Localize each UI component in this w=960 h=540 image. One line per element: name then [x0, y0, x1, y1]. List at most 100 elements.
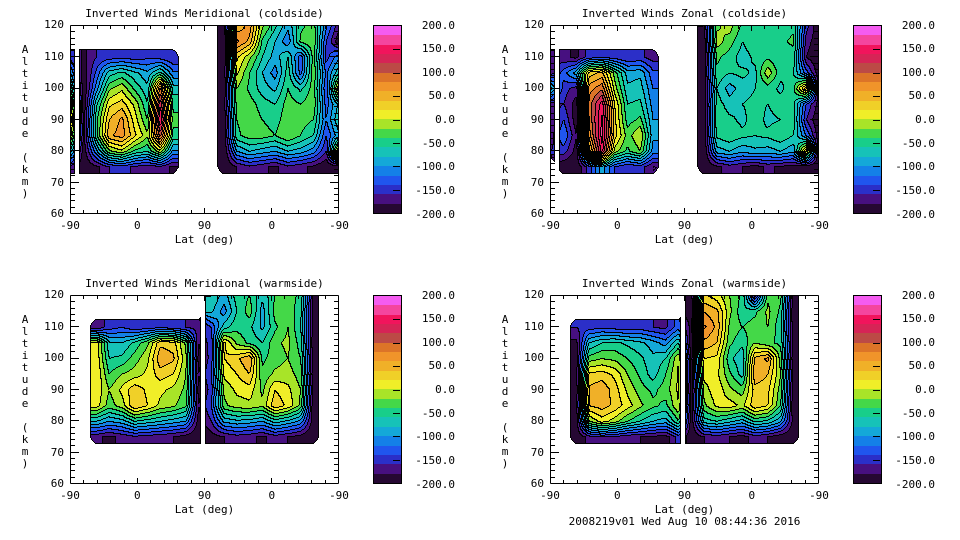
y-axis-label-char [18, 139, 32, 151]
colorbar-band [374, 63, 401, 73]
colorbar-band [854, 445, 881, 455]
colorbar-band [854, 314, 881, 325]
y-axis-label-char: e [21, 397, 29, 410]
colorbar-label: 150.0 [901, 42, 935, 56]
colorbar-band [374, 389, 401, 399]
y-axis-label-char: k [21, 163, 29, 176]
colorbar-band [374, 128, 401, 139]
y-tick-label: 100 [44, 81, 64, 94]
y-tick-label: 70 [50, 175, 64, 189]
colorbar-tick [393, 189, 400, 191]
y-tick-label: 110 [44, 319, 64, 333]
colorbar-label: 50.0 [428, 359, 456, 373]
y-axis-label-char: i [21, 349, 29, 362]
y-axis-label-char: i [21, 79, 29, 92]
y-axis-label-char: l [21, 325, 29, 338]
timestamp-footer: 2008219v01 Wed Aug 10 08:44:36 2016 [568, 515, 801, 528]
y-tick-label: 110 [524, 49, 544, 63]
y-axis-label-char: u [21, 103, 29, 116]
y-tick-label: 100 [44, 351, 64, 364]
x-tick-label: 0 [133, 219, 141, 232]
colorbar-band [374, 342, 401, 353]
colorbar-band [854, 324, 881, 334]
colorbar-label: -50.0 [901, 406, 935, 420]
colorbar-band [374, 398, 401, 409]
colorbar-band [854, 305, 881, 315]
y-tick-label: 120 [44, 18, 64, 31]
colorbar-band [854, 26, 881, 36]
panel-title-zonal-warmside: Inverted Winds Zonal (warmside) [581, 277, 788, 290]
colorbar-band [854, 184, 881, 195]
colorbar-tick [393, 459, 400, 461]
y-tick-label: 70 [530, 445, 544, 459]
y-tick-label: 120 [524, 18, 544, 31]
y-axis-label-char: e [21, 127, 29, 140]
colorbar-band [854, 370, 881, 381]
colorbar-label: 200.0 [901, 288, 935, 302]
y-tick-label: 70 [530, 175, 544, 189]
colorbar-meridional-warmside [373, 295, 402, 484]
y-tick-label: 120 [44, 288, 64, 301]
y-tick-label: 100 [524, 351, 544, 364]
colorbar-label: -150.0 [415, 453, 455, 467]
y-axis-label-char: m [21, 445, 29, 458]
colorbar-band [374, 26, 401, 36]
y-axis-label-char: ( [21, 421, 29, 434]
y-axis-label-char: m [501, 445, 509, 458]
colorbar-band [854, 473, 881, 483]
colorbar-label: -50.0 [901, 136, 935, 150]
contour-plot-meridional-coldside [70, 25, 339, 214]
colorbar-band [374, 100, 401, 111]
colorbar-band [374, 147, 401, 157]
colorbar-band [854, 464, 881, 474]
y-axis-label-char: t [501, 67, 509, 80]
colorbar-band [374, 296, 401, 306]
y-axis-label-char: u [501, 373, 509, 386]
colorbar-label: 150.0 [421, 42, 455, 56]
x-tick-label: 0 [748, 219, 756, 232]
y-tick-label: 100 [524, 81, 544, 94]
y-tick-label: 60 [530, 207, 544, 220]
colorbar-label: 150.0 [901, 312, 935, 326]
colorbar-label: 200.0 [421, 288, 455, 302]
panel-title-zonal-coldside: Inverted Winds Zonal (coldside) [581, 7, 788, 20]
colorbar-label: -100.0 [895, 430, 935, 444]
colorbar-band [374, 305, 401, 315]
colorbar-label: -100.0 [415, 430, 455, 444]
colorbar-band [374, 473, 401, 483]
colorbar-tick [393, 96, 400, 98]
x-axis-label-meridional-warmside: Lat (deg) [174, 503, 235, 516]
colorbar-band [854, 342, 881, 353]
y-axis-label-char: i [501, 79, 509, 92]
colorbar-band [854, 426, 881, 437]
colorbar-band [854, 72, 881, 83]
colorbar-label: 150.0 [421, 312, 455, 326]
colorbar-band [854, 352, 881, 362]
colorbar-band [374, 91, 401, 101]
colorbar-zonal-coldside [853, 25, 882, 214]
colorbar-band [854, 436, 881, 446]
colorbar-tick [393, 142, 400, 144]
y-axis-label-char [18, 409, 32, 421]
colorbar-label: -150.0 [895, 183, 935, 197]
colorbar-band [374, 464, 401, 474]
colorbar-label: -200.0 [415, 477, 455, 491]
y-axis-label-char: k [21, 433, 29, 446]
y-axis-label-char: ( [501, 151, 509, 164]
colorbar-band [854, 63, 881, 73]
colorbar-label: 200.0 [901, 18, 935, 32]
colorbar-band [374, 426, 401, 437]
colorbar-band [374, 352, 401, 362]
x-tick-label: -90 [329, 489, 349, 502]
contour-plot-meridional-warmside [70, 295, 339, 484]
colorbar-band [374, 333, 401, 343]
colorbar-band [854, 380, 881, 390]
colorbar-band [854, 54, 881, 64]
colorbar-band [374, 184, 401, 195]
y-axis-label-char: A [21, 313, 29, 326]
colorbar-band [374, 408, 401, 418]
colorbar-tick [873, 459, 880, 461]
colorbar-band [854, 194, 881, 204]
colorbar-band [374, 436, 401, 446]
